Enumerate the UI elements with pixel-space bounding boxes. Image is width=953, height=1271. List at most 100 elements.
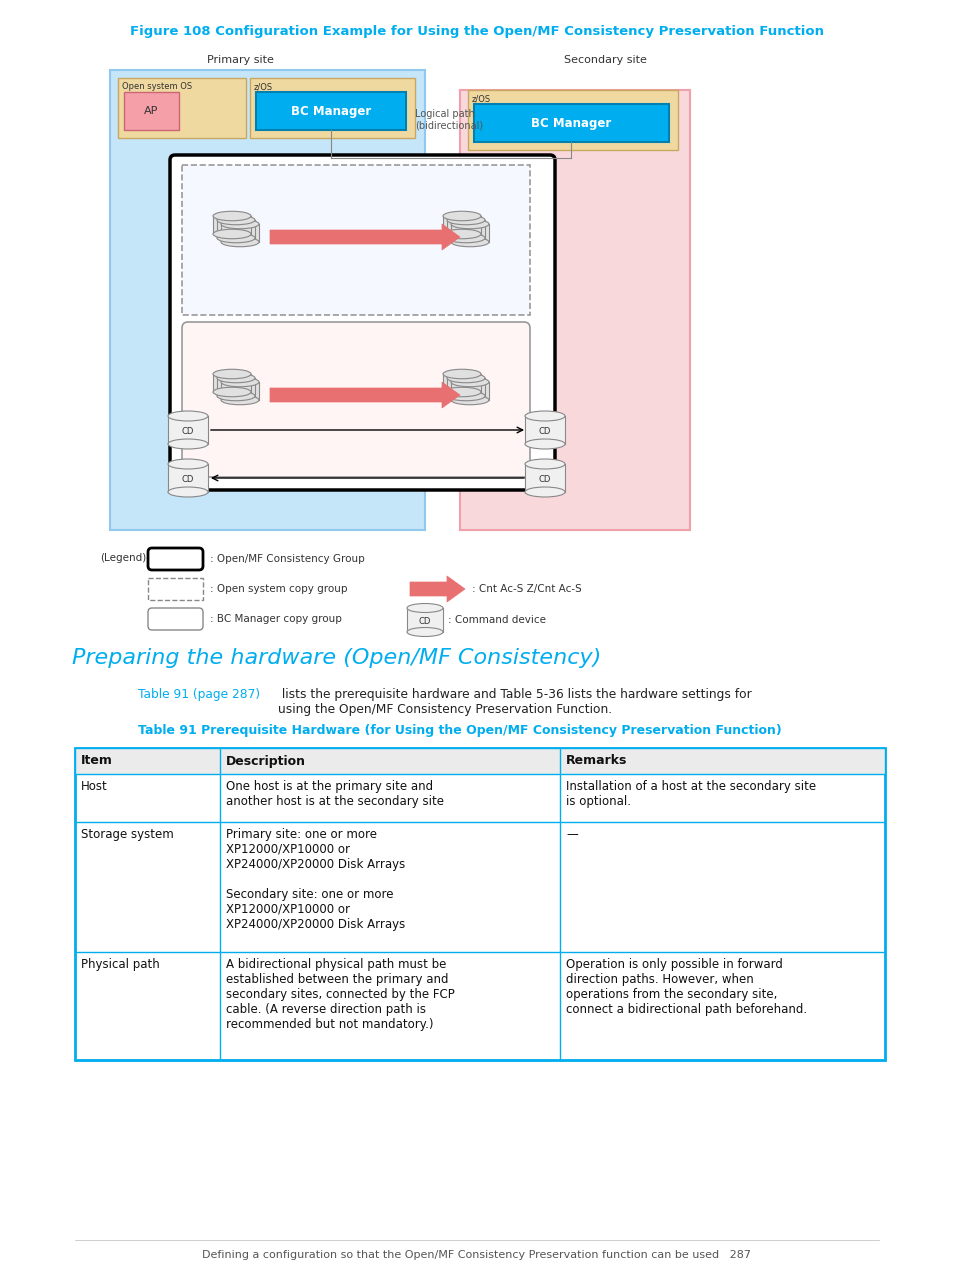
Ellipse shape [442,388,480,397]
Polygon shape [270,224,459,250]
Polygon shape [270,383,459,408]
Text: Primary site: Primary site [207,55,274,65]
Text: : BC Manager copy group: : BC Manager copy group [210,614,341,624]
Text: : Open/MF Consistency Group: : Open/MF Consistency Group [210,554,364,564]
Text: Secondary site: Secondary site [563,55,646,65]
FancyBboxPatch shape [170,155,555,491]
Bar [118,78,246,139]
Text: Physical path: Physical path [81,958,159,971]
Text: Primary site: one or more
XP12000/XP10000 or
XP24000/XP20000 Disk Arrays

Second: Primary site: one or more XP12000/XP1000… [226,827,405,930]
Text: : Open system copy group: : Open system copy group [210,583,347,594]
Text: Logical path
(bidirectional): Logical path (bidirectional) [415,109,482,131]
Bar [168,416,208,444]
Ellipse shape [451,220,489,229]
Text: Remarks: Remarks [565,755,627,768]
Bar [221,224,258,241]
Bar [442,216,480,234]
Ellipse shape [168,438,208,449]
Text: z/OS: z/OS [472,94,491,103]
Text: CD: CD [418,618,431,627]
Text: Open system OS: Open system OS [122,83,192,92]
Ellipse shape [216,215,254,225]
Bar [75,749,884,1060]
Bar [124,92,179,130]
Text: : Command device: : Command device [448,615,545,625]
Ellipse shape [221,220,258,229]
Ellipse shape [451,395,489,404]
Text: (Legend): (Legend) [100,553,146,563]
Ellipse shape [442,229,480,239]
Bar [148,578,203,600]
Ellipse shape [407,628,442,637]
Ellipse shape [451,238,489,247]
Bar [524,416,564,444]
Ellipse shape [442,211,480,221]
FancyBboxPatch shape [148,608,203,630]
Text: A bidirectional physical path must be
established between the primary and
second: A bidirectional physical path must be es… [226,958,455,1031]
Ellipse shape [216,374,254,383]
Bar [524,464,564,492]
Ellipse shape [407,604,442,613]
Text: CD: CD [538,475,551,484]
Text: —: — [565,827,578,841]
Ellipse shape [213,211,251,221]
Ellipse shape [447,215,484,225]
Ellipse shape [168,411,208,421]
Bar [168,464,208,492]
Bar [213,216,251,234]
Text: Storage system: Storage system [81,827,173,841]
Bar [451,383,489,400]
Ellipse shape [447,391,484,400]
Ellipse shape [213,229,251,239]
Text: Installation of a host at the secondary site
is optional.: Installation of a host at the secondary … [565,780,815,808]
Ellipse shape [447,234,484,243]
Ellipse shape [524,438,564,449]
Text: : Cnt Ac-S Z/Cnt Ac-S: : Cnt Ac-S Z/Cnt Ac-S [472,583,581,594]
Text: lists the prerequisite hardware and Table 5-36 lists the hardware settings for
u: lists the prerequisite hardware and Tabl… [277,688,751,716]
Text: Table 91 Prerequisite Hardware (for Using the Open/MF Consistency Preservation F: Table 91 Prerequisite Hardware (for Usin… [138,724,781,737]
Bar [213,374,251,391]
FancyBboxPatch shape [148,548,203,569]
Bar [255,92,406,130]
Text: z/OS: z/OS [253,83,273,92]
Text: BC Manager: BC Manager [291,104,371,117]
FancyBboxPatch shape [182,322,530,477]
Text: Operation is only possible in forward
direction paths. However, when
operations : Operation is only possible in forward di… [565,958,806,1016]
Bar [407,608,442,632]
Text: Item: Item [81,755,112,768]
Bar [216,377,254,397]
Text: CD: CD [182,427,194,436]
Text: Figure 108 Configuration Example for Using the Open/MF Consistency Preservation : Figure 108 Configuration Example for Usi… [130,25,823,38]
Text: BC Manager: BC Manager [530,117,611,130]
Bar [447,220,484,238]
Polygon shape [410,576,464,602]
Text: Description: Description [226,755,306,768]
Text: Host: Host [81,780,108,793]
Text: CD: CD [538,427,551,436]
Bar [474,104,668,142]
Bar [221,383,258,400]
Bar [459,90,689,530]
Bar [451,224,489,241]
Bar [110,70,424,530]
Ellipse shape [213,370,251,379]
Ellipse shape [524,411,564,421]
Text: One host is at the primary site and
another host is at the secondary site: One host is at the primary site and anot… [226,780,443,808]
Ellipse shape [221,377,258,386]
Ellipse shape [168,459,208,469]
Ellipse shape [451,377,489,386]
Ellipse shape [524,487,564,497]
Ellipse shape [216,391,254,400]
Bar [468,90,678,150]
Bar [442,374,480,391]
Bar [447,377,484,397]
Text: AP: AP [144,105,158,116]
Ellipse shape [447,374,484,383]
Ellipse shape [216,234,254,243]
Ellipse shape [221,238,258,247]
Ellipse shape [213,388,251,397]
Text: CD: CD [182,475,194,484]
Ellipse shape [168,487,208,497]
Text: Table 91 (page 287): Table 91 (page 287) [138,688,260,702]
Ellipse shape [524,459,564,469]
